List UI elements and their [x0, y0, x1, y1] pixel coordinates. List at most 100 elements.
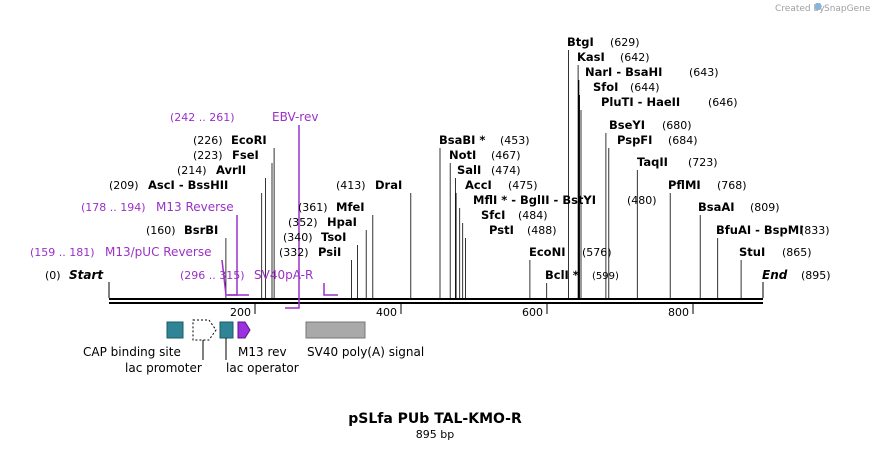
snapgene-logo	[814, 3, 822, 10]
feature-label-lac-operator: lac operator	[226, 361, 299, 375]
site-nari-pos: (643)	[689, 66, 719, 79]
ruler-label-400: 400	[376, 306, 397, 319]
site-mfli-pos: (480)	[627, 194, 657, 207]
primer-m13-reverse-mark	[228, 215, 238, 296]
feature-label-lac-promoter: lac promoter	[125, 361, 202, 375]
ruler-label-800: 800	[668, 306, 689, 319]
site-psti-name: PstI	[489, 223, 514, 237]
feature-lac-operator	[219, 321, 234, 339]
site-btgi-pos: (629)	[610, 36, 640, 49]
feature-cap-binding-site	[166, 321, 184, 339]
primer-m13-puc-reverse-mark	[221, 259, 249, 296]
site-fsei-pos: (223)	[193, 149, 223, 162]
primer-sv40pa-r-range: (296 .. 315)	[180, 269, 245, 282]
site-bsabi-pos: (453)	[500, 134, 530, 147]
primer-sv40pa-r-mark	[323, 283, 338, 296]
feature-label-cap-binding-site: CAP binding site	[83, 345, 181, 359]
features: CAP binding site lac promoter lac operat…	[83, 319, 424, 375]
site-bseyi-name: BseYI	[609, 118, 645, 132]
site-btgi-name: BtgI	[567, 35, 594, 49]
primer-m13-puc-reverse-range: (159 .. 181)	[30, 246, 95, 259]
ruler: 200 400 600 800	[230, 304, 694, 319]
credit-app: SnapGene	[824, 4, 871, 14]
site-pflmi-pos: (768)	[717, 179, 747, 192]
site-mfei-name: MfeI	[336, 200, 365, 214]
site-psti-pos: (488)	[527, 224, 557, 237]
backbone-top-strand	[109, 298, 763, 300]
site-psii-name: PsiI	[318, 245, 341, 259]
site-sfoi-pos: (644)	[630, 81, 660, 94]
site-kasi-pos: (642)	[620, 51, 650, 64]
credit-created-by: Created by	[775, 4, 825, 14]
feature-label-m13-rev: M13 rev	[238, 345, 287, 359]
site-taqii-name: TaqII	[637, 155, 668, 169]
site-bsabi-name: BsaBI *	[439, 133, 485, 147]
site-acci-pos: (475)	[508, 179, 538, 192]
site-hpai-pos: (352)	[288, 216, 318, 229]
site-labels: (160) BsrBI (209) AscI - BssHII (214) Av…	[109, 35, 830, 282]
site-ecori-name: EcoRI	[231, 133, 267, 147]
start-pos: (0)	[45, 269, 61, 282]
primer-ebv-rev-range: (242 .. 261)	[170, 111, 235, 124]
site-bcli-name: BclI *	[545, 268, 579, 282]
site-sali-pos: (474)	[491, 164, 521, 177]
site-nari-name: NarI - BsaHI	[585, 65, 662, 79]
map-title: pSLfa PUb TAL-KMO-R	[348, 411, 522, 427]
start-label: Start	[69, 268, 104, 282]
site-hpai-name: HpaI	[327, 215, 357, 229]
primer-m13-puc-reverse-label: M13/pUC Reverse	[105, 245, 212, 259]
map-length: 895 bp	[416, 428, 454, 441]
site-stui-name: StuI	[739, 245, 765, 259]
primer-m13-reverse-label: M13 Reverse	[156, 200, 234, 214]
end-pos: (895)	[801, 269, 831, 282]
site-kasi-name: KasI	[577, 50, 605, 64]
ruler-label-200: 200	[230, 306, 251, 319]
site-drai-pos: (413)	[336, 179, 366, 192]
primer-ebv-rev-mark	[285, 125, 300, 309]
site-bsaai-name: BsaAI	[698, 200, 735, 214]
site-sfoi-name: SfoI	[593, 80, 618, 94]
site-lines	[225, 50, 742, 298]
site-pluti-name: PluTI - HaeII	[601, 95, 680, 109]
site-tsoi-pos: (340)	[283, 231, 313, 244]
site-sfci-name: SfcI	[481, 208, 505, 222]
primers: (242 .. 261) EBV-rev (178 .. 194) M13 Re…	[30, 110, 338, 309]
site-bsaai-pos: (809)	[750, 201, 780, 214]
site-econi-name: EcoNI	[529, 245, 565, 259]
site-bseyi-pos: (680)	[662, 119, 692, 132]
backbone-bottom-strand	[109, 302, 763, 304]
ruler-label-600: 600	[522, 306, 543, 319]
site-pflmi-name: PflMI	[668, 178, 701, 192]
site-noti-pos: (467)	[491, 149, 521, 162]
site-ascI-name: AscI - BssHII	[148, 178, 228, 192]
site-ecori-pos: (226)	[193, 134, 223, 147]
site-fsei-name: FseI	[232, 148, 259, 162]
site-pluti-pos: (646)	[708, 96, 738, 109]
site-mfli-name: MflI * - BglII - BstYI	[473, 193, 596, 207]
site-bcli-pos: (599)	[592, 271, 619, 282]
feature-label-sv40-polya-signal: SV40 poly(A) signal	[307, 345, 424, 359]
site-stui-pos: (865)	[782, 246, 812, 259]
site-avrii-name: AvrII	[216, 163, 246, 177]
site-bfuai-pos: (833)	[800, 224, 830, 237]
site-taqii-pos: (723)	[688, 156, 718, 169]
site-econi-pos: (576)	[582, 246, 612, 259]
site-psii-pos: (332)	[279, 246, 309, 259]
site-avrii-pos: (214)	[177, 164, 207, 177]
site-drai-name: DraI	[375, 178, 402, 192]
primer-sv40pa-r-label: SV40pA-R	[254, 268, 313, 282]
site-noti-name: NotI	[449, 148, 476, 162]
site-pspfi-pos: (684)	[668, 134, 698, 147]
end-label: End	[762, 268, 788, 282]
site-acci-name: AccI	[465, 178, 492, 192]
site-bfuai-name: BfuAI - BspMI	[716, 223, 803, 237]
feature-m13-rev-arrow	[237, 321, 251, 339]
site-ascI-pos: (209)	[109, 179, 139, 192]
site-pspfi-name: PspFI	[617, 133, 652, 147]
primer-m13-reverse-range: (178 .. 194)	[81, 201, 146, 214]
site-mfei-pos: (361)	[298, 201, 328, 214]
primer-ebv-rev-label: EBV-rev	[272, 110, 318, 124]
feature-lac-promoter-arrow	[192, 319, 217, 341]
site-bsrbi-pos: (160)	[146, 224, 176, 237]
